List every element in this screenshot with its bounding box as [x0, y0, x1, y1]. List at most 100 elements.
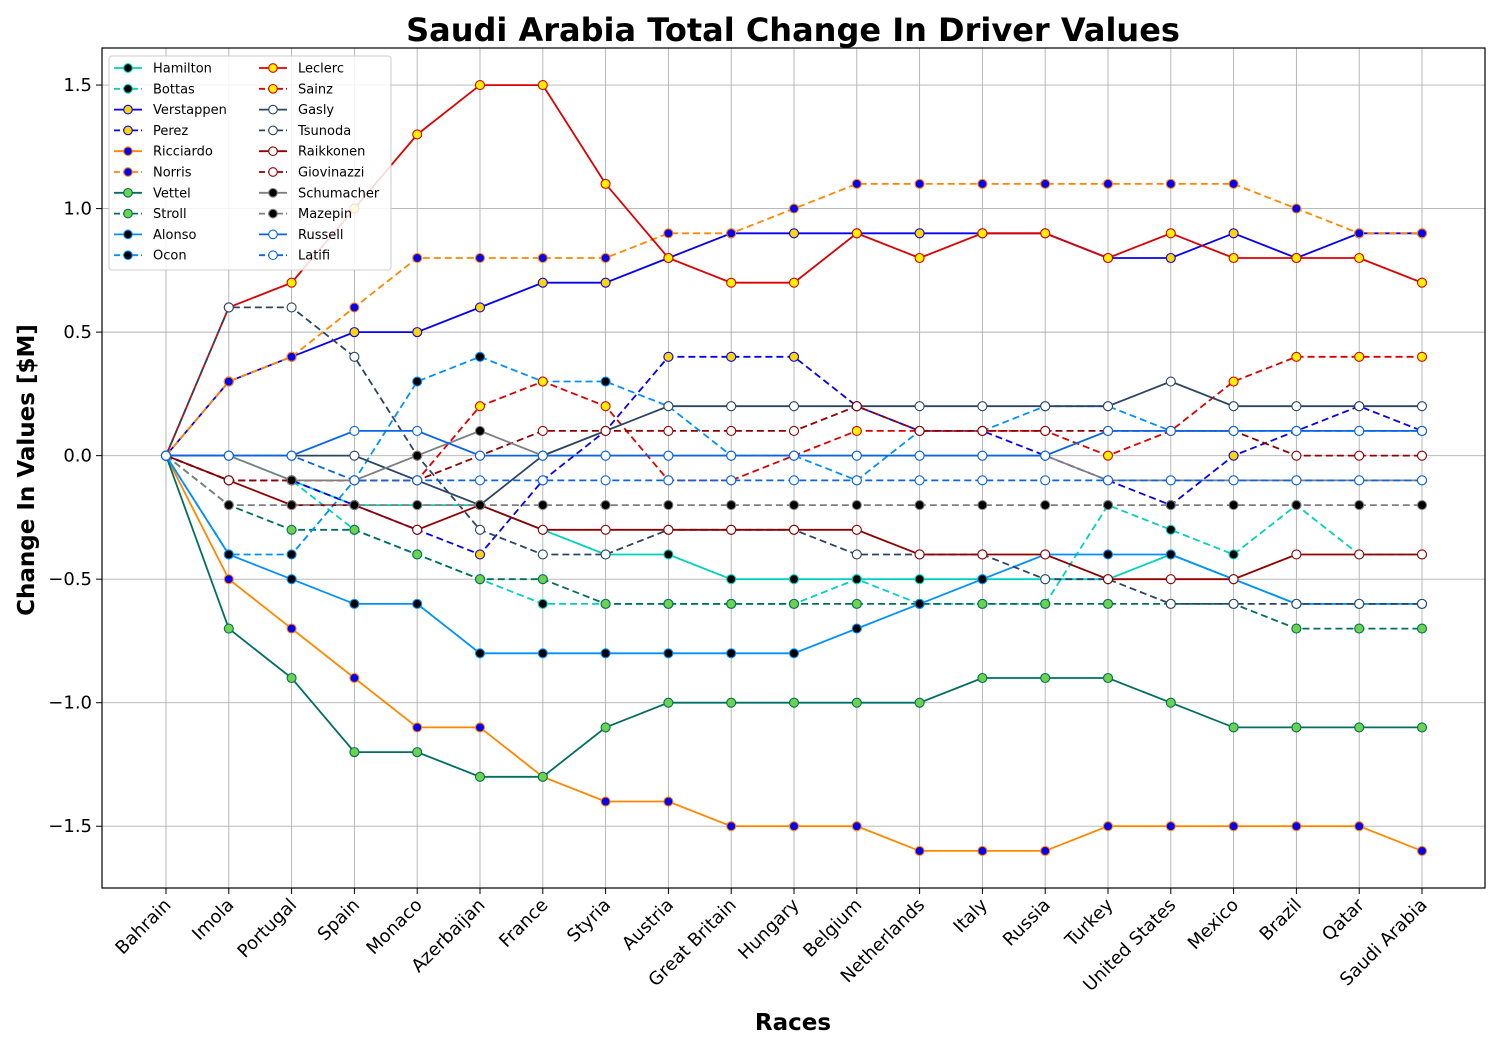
legend-marker [123, 167, 133, 177]
data-point-russell [914, 450, 925, 461]
data-point-raikkonen [1040, 549, 1051, 560]
data-point-mazepin [977, 500, 988, 511]
data-point-latifi [1416, 475, 1428, 486]
data-point-gasly [663, 401, 674, 412]
data-point-vettel [1165, 697, 1176, 708]
data-point-latifi [1228, 475, 1239, 486]
data-point-stroll [349, 524, 360, 535]
data-point-vettel [1354, 722, 1365, 733]
data-point-latifi [160, 450, 172, 461]
data-point-alonso [412, 598, 423, 609]
legend-label: Alonso [153, 228, 196, 243]
legend-marker [123, 229, 133, 240]
x-tick-label: Styria [563, 895, 615, 947]
data-point-leclerc [1040, 228, 1051, 239]
data-point-alonso [726, 648, 737, 659]
data-point-raikkonen [600, 524, 611, 535]
data-point-russell [1102, 425, 1114, 436]
data-point-alonso [1165, 549, 1176, 560]
data-point-tsunoda [286, 302, 297, 313]
data-point-leclerc [663, 252, 674, 264]
data-point-russell [1291, 425, 1302, 436]
data-point-norris [349, 302, 360, 313]
data-point-gasly [726, 401, 737, 412]
data-point-leclerc [412, 129, 423, 140]
data-point-raikkonen [1102, 574, 1114, 585]
data-point-mazepin [1228, 500, 1239, 511]
legend-marker [123, 83, 133, 94]
data-point-mazepin [1165, 500, 1176, 511]
x-tick-label: Portugal [234, 895, 302, 963]
data-point-vettel [788, 697, 800, 708]
data-point-ricciardo [474, 722, 486, 733]
data-point-ricciardo [1040, 845, 1051, 856]
data-point-latifi [1040, 475, 1051, 486]
data-point-russell [1354, 425, 1365, 436]
legend-entry-russell: Russell [259, 228, 343, 243]
data-point-verstappen [1228, 228, 1239, 239]
data-point-tsunoda [1040, 574, 1051, 585]
data-point-latifi [474, 475, 486, 486]
data-point-latifi [223, 450, 234, 461]
data-point-giovinazzi [537, 425, 548, 436]
data-point-norris [223, 376, 234, 387]
data-point-gasly [788, 401, 800, 412]
x-tick-label: Bahrain [111, 895, 175, 959]
legend-label: Sainz [298, 82, 333, 97]
data-point-leclerc [1291, 252, 1302, 264]
x-tick-label: France [495, 895, 552, 952]
plot-frame [101, 47, 1486, 889]
y-axis-label: Change In Values [$M] [14, 324, 40, 616]
data-point-stroll [1291, 623, 1302, 634]
y-tick-label: 0.0 [63, 446, 92, 467]
legend-entry-ocon: Ocon [114, 249, 187, 264]
data-point-latifi [663, 475, 674, 486]
data-point-norris [726, 228, 737, 239]
data-point-russell [600, 450, 611, 461]
data-point-latifi [412, 475, 423, 486]
data-point-latifi [286, 450, 297, 461]
legend-marker [268, 167, 278, 177]
data-point-latifi [600, 475, 611, 486]
data-point-leclerc [600, 178, 611, 189]
data-point-russell [1040, 450, 1051, 461]
legend-entry-norris: Norris [114, 166, 192, 181]
data-point-mazepin [788, 500, 800, 511]
data-point-mazepin [412, 500, 423, 511]
data-point-gasly [1165, 376, 1176, 387]
data-point-raikkonen [977, 549, 988, 560]
legend-label: Verstappen [153, 103, 227, 118]
data-point-verstappen [1165, 252, 1176, 264]
data-point-gasly [1291, 401, 1302, 412]
legend-label: Vettel [153, 186, 191, 201]
legend-entry-bottas: Bottas [114, 82, 195, 97]
data-point-stroll [1416, 623, 1428, 634]
data-point-gasly [1040, 401, 1051, 412]
data-point-norris [1165, 178, 1176, 189]
data-point-giovinazzi [914, 425, 925, 436]
legend-label: Leclerc [298, 62, 344, 77]
data-point-tsunoda [349, 351, 360, 362]
data-point-norris [1040, 178, 1051, 189]
data-point-vettel [223, 623, 234, 634]
data-point-latifi [1291, 475, 1302, 486]
legend-entry-tsunoda: Tsunoda [259, 124, 351, 139]
data-point-sainz [1291, 351, 1302, 362]
data-point-vettel [1040, 672, 1051, 684]
series-line-mazepin [165, 454, 1422, 507]
data-point-russell [1165, 425, 1176, 436]
data-point-latifi [977, 475, 988, 486]
data-point-vettel [977, 672, 988, 684]
data-point-perez [1228, 450, 1239, 461]
data-point-tsunoda [851, 549, 862, 560]
series-norris [160, 178, 1428, 461]
data-point-mazepin [726, 500, 737, 511]
data-point-ocon [223, 549, 234, 560]
data-point-bottas [537, 598, 548, 609]
x-tick-label: Italy [949, 894, 992, 937]
legend-entry-alonso: Alonso [114, 228, 196, 243]
data-point-latifi [851, 475, 862, 486]
data-point-vettel [851, 697, 862, 708]
x-tick-label: Hungary [734, 894, 803, 963]
